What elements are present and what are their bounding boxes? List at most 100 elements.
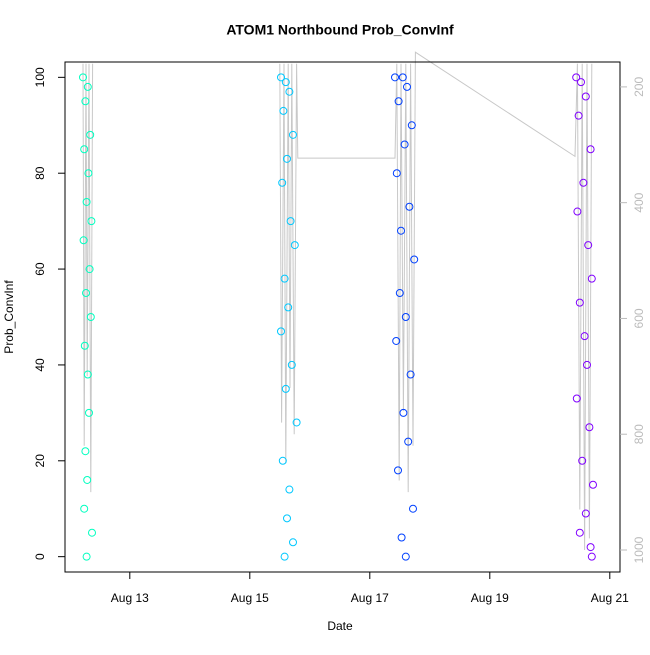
- data-point: [398, 73, 407, 82]
- data-point: [400, 140, 409, 149]
- x-tick-label: Aug 21: [591, 591, 629, 605]
- data-point: [278, 178, 287, 187]
- data-point: [587, 552, 596, 561]
- data-point: [394, 97, 403, 106]
- y2-tick-label: 200: [632, 77, 646, 97]
- data-point: [575, 528, 584, 537]
- data-point: [290, 241, 299, 250]
- data-point: [397, 226, 405, 235]
- chart-title: ATOM1 Northbound Prob_ConvInf: [226, 22, 454, 38]
- data-point: [80, 504, 89, 513]
- x-tick-label: Aug 15: [231, 591, 269, 605]
- data-point: [575, 298, 584, 307]
- data-point: [278, 456, 287, 465]
- data-point: [285, 485, 294, 494]
- data-point: [280, 552, 289, 561]
- data-point: [409, 504, 417, 513]
- data-point: [284, 303, 293, 312]
- data-point: [84, 169, 93, 178]
- data-point: [283, 154, 291, 163]
- data-point: [289, 130, 297, 139]
- data-point: [83, 82, 92, 91]
- data-point: [406, 370, 415, 379]
- data-point: [581, 509, 590, 518]
- data-point: [572, 73, 581, 82]
- y-tick-label: 20: [33, 454, 47, 468]
- data-point: [86, 313, 95, 321]
- y2-tick-label: 400: [632, 192, 646, 212]
- plot-area: [79, 51, 597, 561]
- y-tick-label: 0: [33, 553, 47, 560]
- data-point: [289, 538, 297, 547]
- data-point: [574, 111, 583, 120]
- data-point: [391, 73, 399, 82]
- data-point: [83, 370, 92, 379]
- data-point: [80, 145, 89, 154]
- data-point: [577, 78, 585, 87]
- plot-frame: [64, 61, 621, 573]
- data-point: [397, 533, 406, 542]
- data-point: [584, 241, 593, 250]
- x-axis-title: Date: [327, 619, 353, 633]
- data-point: [83, 475, 92, 484]
- y-tick-label: 80: [33, 166, 47, 180]
- y-tick-label: 40: [33, 358, 47, 372]
- data-point: [587, 274, 596, 283]
- series-line: [82, 51, 593, 551]
- data-point: [82, 289, 90, 298]
- y2-tick-label: 1000: [632, 536, 646, 563]
- data-point: [79, 73, 87, 82]
- data-point: [572, 394, 581, 403]
- data-point: [586, 543, 595, 552]
- data-point: [87, 217, 96, 226]
- y2-tick-label: 600: [632, 308, 646, 328]
- y2-tick-label: 800: [632, 424, 646, 444]
- data-point: [392, 336, 401, 345]
- data-point: [286, 217, 295, 226]
- data-point: [407, 121, 416, 130]
- data-point: [292, 418, 301, 427]
- data-point: [287, 360, 296, 369]
- data-point: [583, 360, 591, 369]
- data-point: [280, 274, 289, 283]
- data-point: [589, 480, 597, 489]
- data-point: [82, 197, 91, 206]
- data-point: [283, 514, 291, 523]
- data-point: [578, 456, 587, 465]
- data-point: [279, 106, 288, 115]
- data-point: [410, 255, 419, 264]
- data-point: [85, 408, 93, 417]
- data-point: [405, 202, 414, 211]
- data-point: [277, 327, 285, 336]
- data-point: [403, 82, 411, 91]
- data-point: [86, 130, 95, 139]
- data-point: [404, 437, 413, 446]
- y-axis-title: Prob_ConvInf: [2, 280, 16, 354]
- y-tick-label: 60: [33, 262, 47, 276]
- data-point: [580, 332, 589, 341]
- data-point: [85, 265, 94, 274]
- data-point: [281, 78, 290, 87]
- x-tick-label: Aug 19: [471, 591, 509, 605]
- data-point: [399, 408, 408, 417]
- data-point: [277, 73, 285, 82]
- data-point: [81, 97, 90, 106]
- data-point: [88, 528, 96, 537]
- data-point: [573, 207, 582, 216]
- data-point: [394, 466, 402, 475]
- data-point: [80, 341, 89, 350]
- y-tick-label: 100: [33, 67, 47, 87]
- data-point: [392, 169, 401, 178]
- data-point: [281, 384, 290, 393]
- data-point: [401, 313, 410, 321]
- data-point: [395, 289, 404, 298]
- x-tick-label: Aug 17: [351, 591, 389, 605]
- x-tick-label: Aug 13: [111, 591, 149, 605]
- data-point: [586, 145, 595, 154]
- data-point: [79, 236, 88, 245]
- data-point: [581, 92, 590, 101]
- data-point: [579, 178, 588, 187]
- data-point: [82, 552, 91, 561]
- data-point: [81, 447, 90, 456]
